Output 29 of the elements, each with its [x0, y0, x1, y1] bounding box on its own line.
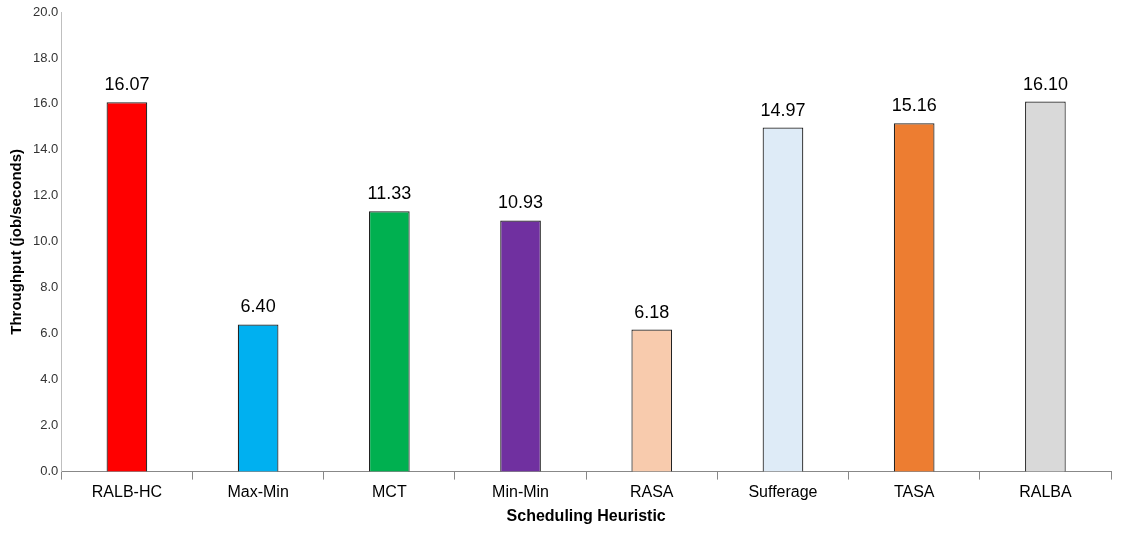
x-tick-label: MCT [372, 482, 407, 500]
y-tick-label: 4.0 [40, 371, 59, 387]
x-tick-label: Max-Min [227, 482, 289, 500]
data-label: 6.18 [634, 301, 670, 322]
y-tick-label: 16.0 [32, 95, 59, 111]
x-axis-title: Scheduling Heuristic [506, 506, 666, 524]
x-tick-label: Min-Min [492, 482, 549, 500]
x-tick-label: Sufferage [748, 482, 818, 500]
x-tick-label: RALBA [1019, 482, 1072, 500]
data-label: 16.10 [1022, 73, 1068, 94]
data-label: 11.33 [367, 183, 412, 204]
data-label: 16.07 [104, 74, 150, 95]
y-tick-label: 8.0 [40, 279, 59, 295]
y-axis-title: Throughput (job/seconds) [7, 148, 25, 335]
data-label: 10.93 [498, 192, 544, 213]
y-tick-label: 18.0 [32, 49, 59, 65]
y-tick-label: 12.0 [32, 187, 59, 203]
x-tick-label: RALB-HC [91, 482, 163, 500]
y-tick-label: 10.0 [32, 233, 59, 249]
y-tick-label: 0.0 [40, 463, 59, 479]
y-tick-label: 20.0 [32, 3, 59, 19]
x-tick-label: RASA [629, 482, 674, 500]
data-label: 15.16 [891, 95, 937, 116]
x-tick-label: TASA [893, 482, 935, 500]
y-tick-label: 2.0 [40, 417, 59, 433]
data-label: 14.97 [760, 99, 806, 120]
y-tick-label: 14.0 [32, 141, 59, 157]
data-label: 6.40 [240, 296, 276, 317]
y-tick-label: 6.0 [40, 325, 59, 341]
